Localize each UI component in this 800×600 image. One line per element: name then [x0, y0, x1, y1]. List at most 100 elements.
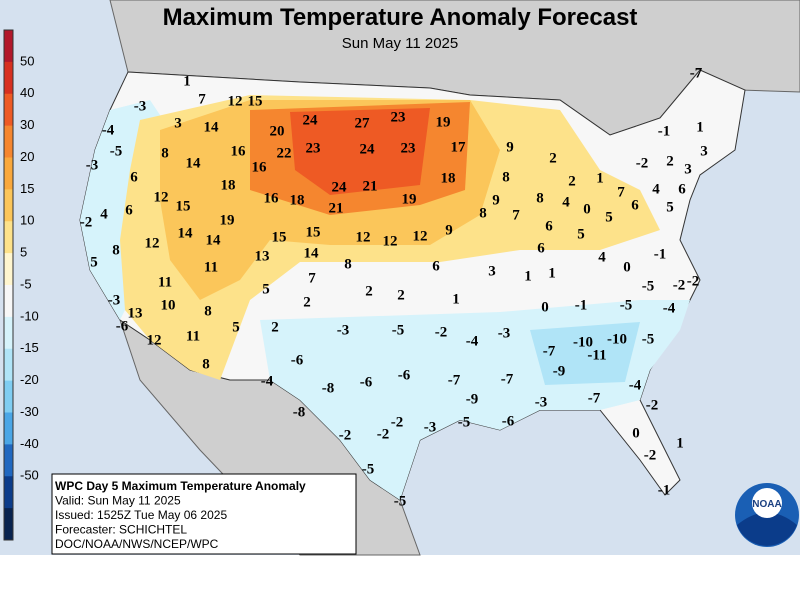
anomaly-label: 6 — [631, 197, 639, 213]
anomaly-label: -2 — [644, 447, 657, 463]
colorbar-swatch — [4, 444, 13, 477]
anomaly-label: -2 — [646, 397, 659, 413]
anomaly-label: 14 — [178, 225, 194, 241]
anomaly-label: 14 — [304, 245, 320, 261]
anomaly-label: 7 — [308, 270, 316, 286]
colorbar-label: -10 — [20, 308, 39, 323]
anomaly-label: -4 — [663, 300, 676, 316]
colorbar-swatch — [4, 93, 13, 127]
anomaly-label: 17 — [451, 139, 467, 155]
anomaly-label: 23 — [306, 140, 321, 156]
anomaly-label: 9 — [506, 139, 514, 155]
anomaly-label: 0 — [583, 201, 591, 217]
anomaly-label: 23 — [401, 140, 416, 156]
anomaly-label: 24 — [303, 112, 319, 128]
anomaly-label: -3 — [424, 419, 437, 435]
anomaly-label: 13 — [255, 248, 270, 264]
colorbar-label: -20 — [20, 372, 39, 387]
anomaly-label: 6 — [537, 240, 545, 256]
info-line: DOC/NOAA/NWS/NCEP/WPC — [55, 537, 219, 551]
anomaly-label: 6 — [545, 218, 553, 234]
anomaly-label: 4 — [598, 249, 606, 265]
anomaly-label: 16 — [264, 190, 280, 206]
colorbar-label: 20 — [20, 149, 34, 164]
anomaly-label: 4 — [652, 181, 660, 197]
anomaly-label: 11 — [204, 259, 218, 275]
anomaly-label: -10 — [573, 334, 593, 350]
anomaly-label: -5 — [642, 278, 655, 294]
colorbar-swatch — [4, 221, 13, 254]
anomaly-label: 3 — [700, 143, 708, 159]
anomaly-label: -3 — [337, 322, 350, 338]
anomaly-label: 8 — [479, 205, 487, 221]
colorbar-swatch — [4, 157, 13, 190]
anomaly-label: -8 — [293, 404, 306, 420]
anomaly-label: -9 — [466, 391, 479, 407]
anomaly-label: -5 — [110, 143, 123, 159]
colorbar-swatch — [4, 412, 13, 445]
anomaly-label: -6 — [291, 352, 304, 368]
anomaly-label: 1 — [452, 291, 460, 307]
anomaly-label: 14 — [186, 155, 202, 171]
anomaly-label: -9 — [553, 363, 566, 379]
anomaly-label: 12 — [228, 93, 243, 109]
anomaly-label: 5 — [262, 281, 270, 297]
title: Maximum Temperature Anomaly Forecast — [163, 4, 638, 31]
anomaly-label: 18 — [221, 177, 236, 193]
anomaly-label: -7 — [448, 372, 461, 388]
anomaly-label: -6 — [398, 367, 411, 383]
anomaly-label: 10 — [161, 297, 176, 313]
anomaly-label: 8 — [502, 169, 510, 185]
anomaly-label: 1 — [524, 268, 532, 284]
colorbar-swatch — [4, 285, 13, 318]
colorbar-label: -40 — [20, 436, 39, 451]
anomaly-label: -2 — [673, 277, 686, 293]
anomaly-label: -2 — [80, 214, 93, 230]
anomaly-label: 14 — [204, 119, 220, 135]
anomaly-label: 1 — [696, 119, 704, 135]
colorbar-label: -15 — [20, 340, 39, 355]
anomaly-label: 11 — [186, 328, 200, 344]
anomaly-label: 6 — [125, 202, 133, 218]
anomaly-label: -3 — [498, 325, 511, 341]
anomaly-label: 6 — [130, 169, 138, 185]
anomaly-label: 2 — [549, 150, 557, 166]
info-line: Forecaster: SCHICHTEL — [55, 523, 187, 537]
anomaly-label: -1 — [575, 297, 588, 313]
colorbar-label: -50 — [20, 468, 39, 483]
anomaly-label: 0 — [632, 425, 640, 441]
anomaly-label: 5 — [605, 209, 613, 225]
noaa-logo-inner — [752, 488, 782, 518]
cool-core — [530, 322, 640, 385]
anomaly-label: -3 — [535, 394, 548, 410]
anomaly-label: -3 — [108, 292, 121, 308]
colorbar-swatch — [4, 189, 13, 222]
anomaly-label: -5 — [642, 331, 655, 347]
anomaly-label: -7 — [501, 371, 514, 387]
anomaly-label: 2 — [271, 319, 279, 335]
anomaly-label: -6 — [502, 413, 515, 429]
anomaly-label: 12 — [383, 233, 398, 249]
noaa-logo-text: NOAA — [752, 499, 781, 510]
colorbar-label: 5 — [20, 245, 27, 260]
colorbar-label: 40 — [20, 85, 34, 100]
anomaly-label: -4 — [466, 333, 479, 349]
anomaly-label: 5 — [666, 199, 674, 215]
anomaly-label: 15 — [176, 198, 191, 214]
anomaly-label: 12 — [154, 189, 169, 205]
anomaly-label: 19 — [436, 114, 451, 130]
anomaly-label: -1 — [658, 482, 671, 498]
anomaly-label: 5 — [577, 226, 585, 242]
anomaly-label: 8 — [204, 303, 212, 319]
anomaly-label: -5 — [620, 297, 633, 313]
anomaly-label: 18 — [290, 192, 305, 208]
anomaly-label: 23 — [391, 109, 406, 125]
colorbar-label: 50 — [20, 53, 34, 68]
colorbar-label: 10 — [20, 213, 34, 228]
anomaly-label: 16 — [252, 159, 268, 175]
anomaly-label: -2 — [339, 427, 352, 443]
anomaly-label: 19 — [220, 212, 235, 228]
colorbar-label: 30 — [20, 117, 34, 132]
anomaly-label: 18 — [441, 170, 456, 186]
